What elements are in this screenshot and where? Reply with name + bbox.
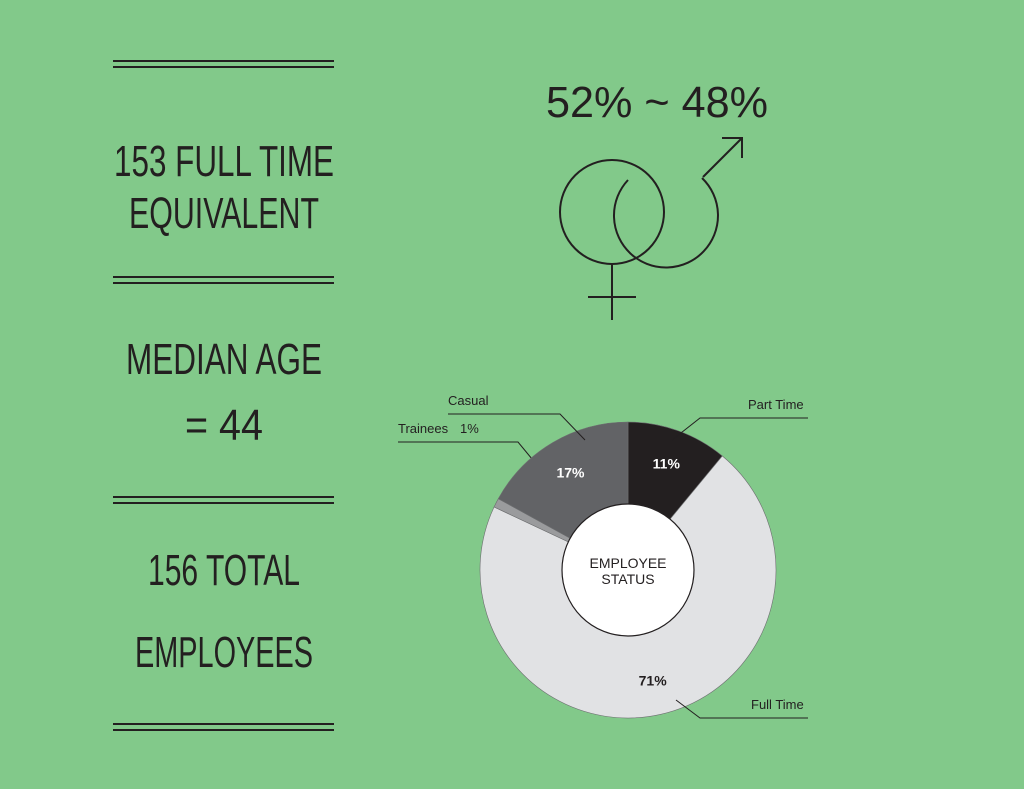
slice-category: Trainees xyxy=(398,421,449,436)
center-circle xyxy=(561,503,695,637)
slice-value: 11% xyxy=(653,456,681,472)
slice-category: Full Time xyxy=(751,697,804,712)
stat-text: EMPLOYEES xyxy=(135,628,313,677)
gender-symbol xyxy=(559,137,743,320)
slice-value: 1% xyxy=(460,421,479,436)
slice-category: Casual xyxy=(448,393,489,408)
slice-value: 71% xyxy=(639,672,668,688)
stat-text: 156 TOTAL xyxy=(148,546,300,595)
center-label: STATUS xyxy=(601,571,654,587)
leader-line xyxy=(675,699,808,719)
stat-text: = 44 xyxy=(185,401,263,450)
gender-ratio: 52% ~ 48% xyxy=(546,78,768,127)
leader-line xyxy=(671,417,808,441)
leader-line xyxy=(398,441,538,466)
male-circle xyxy=(613,177,719,269)
leader-line xyxy=(448,413,586,441)
donut-chart: Part Time 11% Full Time 71% Trainees 1% Casual… xyxy=(398,393,808,719)
dividers xyxy=(113,60,334,731)
stat-text: EQUIVALENT xyxy=(129,189,319,238)
slice-category: Part Time xyxy=(748,397,804,412)
male-arrowhead xyxy=(722,137,743,158)
stat-text: 153 FULL TIME xyxy=(114,137,334,186)
stat-text: MEDIAN AGE xyxy=(126,335,322,384)
slice-value: 17% xyxy=(556,465,585,481)
male-arrow xyxy=(702,137,743,178)
center-label: EMPLOYEE xyxy=(589,555,666,571)
